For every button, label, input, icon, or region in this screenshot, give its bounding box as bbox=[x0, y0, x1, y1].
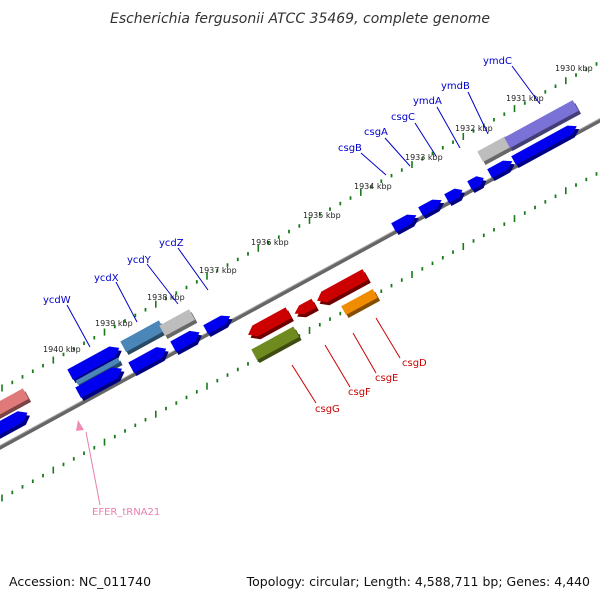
scale-label-1936: 1936 kbp bbox=[251, 238, 289, 247]
scale-label-1934: 1934 kbp bbox=[354, 182, 392, 191]
feature-csgG[interactable] bbox=[248, 307, 292, 337]
scale-label-1940: 1940 kbp bbox=[43, 345, 81, 354]
accession-text: Accession: NC_011740 bbox=[9, 574, 152, 589]
leader-ymdC bbox=[511, 65, 541, 105]
feature-ycdW[interactable] bbox=[67, 346, 120, 381]
leader-ymdA bbox=[436, 106, 461, 149]
scale-label-1939: 1939 kbp bbox=[95, 319, 133, 328]
leader-csgE bbox=[352, 332, 377, 374]
scale-label-1931: 1931 kbp bbox=[506, 94, 544, 103]
feature-left-cds[interactable] bbox=[0, 411, 28, 440]
leader-csgC bbox=[414, 122, 437, 157]
leader-csgB bbox=[360, 152, 387, 176]
leader-ycdY bbox=[146, 263, 179, 305]
leader-csgD bbox=[375, 317, 401, 359]
feature-ycdW-lower[interactable] bbox=[75, 367, 122, 398]
leader-ymdB bbox=[467, 91, 489, 135]
leader-ycdZ bbox=[177, 247, 209, 291]
feature-csgA[interactable] bbox=[418, 199, 442, 216]
feature-csgB[interactable] bbox=[391, 214, 417, 232]
leader-csgG bbox=[291, 364, 317, 404]
gene-label-ycdX: ycdX bbox=[94, 273, 119, 284]
gene-label-ymdB: ymdB bbox=[441, 81, 470, 92]
feature-EFER_tRNA21[interactable] bbox=[76, 420, 84, 431]
gene-label-csgC: csgC bbox=[391, 112, 415, 123]
leader-ycdW bbox=[66, 304, 91, 348]
leader-csgF bbox=[324, 344, 351, 388]
gene-label-csgA: csgA bbox=[364, 127, 388, 138]
gene-label-csgF: csgF bbox=[348, 387, 371, 398]
feature-csgD[interactable] bbox=[341, 289, 378, 315]
tick-row-upper bbox=[1, 62, 598, 392]
label-leader-lines bbox=[66, 65, 541, 506]
gene-label-ymdA: ymdA bbox=[413, 96, 442, 107]
feature-ymdB-cds[interactable] bbox=[487, 160, 513, 178]
gene-label-ycdZ: ycdZ bbox=[159, 238, 184, 249]
leader-csgA bbox=[384, 137, 411, 167]
feature-ycdY[interactable] bbox=[159, 309, 195, 336]
feature-ycdW-overlay[interactable] bbox=[75, 357, 121, 385]
gene-label-csgG: csgG bbox=[315, 404, 340, 415]
scale-label-1938: 1938 kbp bbox=[147, 293, 185, 302]
feature-left-rna[interactable] bbox=[0, 388, 29, 420]
gene-label-csgE: csgE bbox=[375, 373, 398, 384]
genome-summary-text: Topology: circular; Length: 4,588,711 bp… bbox=[246, 574, 590, 589]
feature-csgE[interactable] bbox=[317, 269, 369, 303]
gene-label-ycdW: ycdW bbox=[43, 295, 71, 306]
scale-label-1933: 1933 kbp bbox=[405, 153, 443, 162]
feature-ycdZ[interactable] bbox=[203, 315, 231, 334]
feature-ymdA[interactable] bbox=[467, 176, 484, 190]
feature-ycdX-lower[interactable] bbox=[128, 347, 167, 373]
feature-ycdX[interactable] bbox=[120, 320, 165, 352]
feature-ycdY-lower[interactable] bbox=[170, 330, 200, 352]
feature-layer bbox=[0, 100, 581, 440]
gene-label-EFER_tRNA21: EFER_tRNA21 bbox=[92, 507, 160, 518]
gene-label-ymdC: ymdC bbox=[483, 56, 512, 67]
leader-ycdX bbox=[115, 281, 138, 323]
feature-ymdC[interactable] bbox=[504, 100, 579, 148]
scale-label-1937: 1937 kbp bbox=[199, 266, 237, 275]
scale-label-1930: 1930 kbp bbox=[555, 64, 593, 73]
leader-EFER_tRNA21 bbox=[85, 431, 101, 506]
feature-ymdC-cds[interactable] bbox=[511, 125, 577, 165]
gene-label-ycdY: ycdY bbox=[127, 255, 152, 266]
feature-csgF[interactable] bbox=[294, 298, 317, 315]
scale-label-1935: 1935 kbp bbox=[303, 211, 341, 220]
feature-csgG-lower[interactable] bbox=[251, 326, 300, 361]
map-title: Escherichia fergusonii ATCC 35469, compl… bbox=[110, 11, 490, 27]
feature-csgC[interactable] bbox=[444, 188, 463, 203]
feature-ymdB[interactable] bbox=[477, 136, 512, 162]
gene-label-csgB: csgB bbox=[338, 143, 362, 154]
scale-label-1932: 1932 kbp bbox=[455, 124, 493, 133]
gene-label-csgD: csgD bbox=[402, 358, 427, 369]
